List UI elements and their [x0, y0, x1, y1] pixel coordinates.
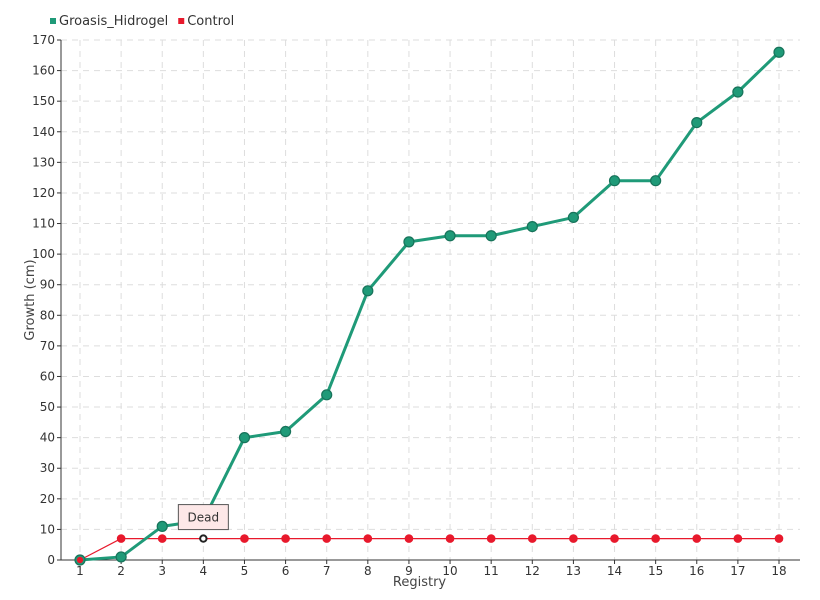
- tooltip-text: Dead: [188, 511, 220, 525]
- y-axis-title: Growth (cm): [23, 259, 38, 340]
- y-tick-label: 60: [40, 369, 55, 383]
- point-control[interactable]: [445, 534, 455, 543]
- point-control[interactable]: [569, 534, 578, 543]
- tooltip-box: [177, 504, 229, 531]
- point-control[interactable]: [76, 556, 84, 564]
- legend-label-groasis[interactable]: Groasis_Hidrogel: [59, 14, 168, 29]
- y-tick-label: 50: [40, 400, 55, 414]
- point-groasis[interactable]: [526, 220, 538, 233]
- point-control[interactable]: [157, 534, 167, 543]
- point-groasis[interactable]: [321, 389, 333, 401]
- x-tick-label: 9: [405, 564, 413, 578]
- point-groasis[interactable]: [608, 175, 621, 187]
- point-groasis[interactable]: [485, 230, 497, 242]
- x-tick-label: 10: [442, 564, 457, 578]
- point-control[interactable]: [733, 534, 743, 543]
- point-control[interactable]: [486, 534, 496, 543]
- point-groasis[interactable]: [279, 425, 292, 438]
- y-tick-label: 100: [32, 247, 55, 261]
- y-tick-label: 170: [32, 33, 55, 47]
- point-groasis[interactable]: [444, 230, 456, 242]
- point-control[interactable]: [527, 534, 537, 543]
- grid: [61, 39, 800, 560]
- series-line-groasis: [79, 51, 781, 562]
- point-control[interactable]: [363, 534, 373, 543]
- x-axis-ticks: 1 2 3 4 5 6 7 8 9 10 11 12 13 14 15 16 17 18: [76, 560, 787, 578]
- legend-swatch-groasis: [50, 18, 56, 24]
- point-control[interactable]: [240, 534, 249, 543]
- x-tick-label: 7: [323, 564, 331, 578]
- point-control[interactable]: [651, 534, 660, 543]
- y-tick-label: 70: [40, 339, 55, 353]
- point-groasis[interactable]: [650, 175, 662, 187]
- y-tick-label: 90: [40, 278, 55, 292]
- y-tick-label: 160: [32, 64, 55, 78]
- point-control[interactable]: [774, 534, 784, 543]
- y-axis-ticks: 0 10 20 30 40 50 60 70 80 90 100 110 120 130 140 150 160…: [32, 33, 61, 567]
- y-tick-label: 110: [32, 217, 55, 231]
- point-groasis[interactable]: [732, 86, 744, 98]
- x-tick-label: 15: [648, 564, 663, 578]
- x-tick-label: 5: [241, 564, 249, 578]
- series-layer: [74, 46, 785, 566]
- y-tick-label: 10: [40, 522, 55, 536]
- x-tick-label: 13: [566, 564, 581, 578]
- tooltip: Dead: [177, 504, 229, 531]
- y-tick-label: 0: [47, 553, 55, 567]
- x-tick-label: 4: [200, 564, 208, 578]
- point-control[interactable]: [281, 534, 290, 543]
- legend-label-control[interactable]: Control: [187, 14, 234, 29]
- axes: [60, 40, 800, 561]
- y-tick-label: 120: [32, 186, 55, 200]
- y-tick-label: 80: [40, 308, 55, 322]
- point-control[interactable]: [692, 534, 702, 543]
- point-groasis[interactable]: [773, 46, 785, 58]
- x-tick-label: 18: [771, 564, 786, 578]
- point-groasis[interactable]: [156, 520, 168, 532]
- point-groasis[interactable]: [567, 211, 580, 224]
- y-tick-label: 20: [40, 492, 55, 506]
- x-tick-label: 2: [117, 564, 125, 578]
- y-tick-label: 40: [40, 431, 55, 445]
- point-groasis[interactable]: [238, 432, 251, 444]
- y-tick-label: 130: [32, 155, 55, 169]
- point-control[interactable]: [116, 534, 126, 543]
- x-tick-label: 8: [364, 564, 372, 578]
- x-tick-label: 16: [689, 564, 704, 578]
- y-tick-label: 150: [32, 94, 55, 108]
- point-groasis[interactable]: [403, 236, 415, 248]
- x-tick-label: 3: [158, 564, 166, 578]
- point-groasis[interactable]: [115, 551, 127, 563]
- x-axis-title: Registry: [393, 575, 447, 590]
- series-line-control: [79, 537, 779, 561]
- x-tick-label: 12: [525, 564, 540, 578]
- x-tick-label: 6: [282, 564, 290, 578]
- x-tick-label: 17: [730, 564, 745, 578]
- x-tick-label: 14: [607, 564, 622, 578]
- point-groasis[interactable]: [362, 285, 374, 297]
- point-control[interactable]: [404, 534, 414, 543]
- point-control[interactable]: [322, 534, 332, 543]
- point-groasis[interactable]: [691, 116, 703, 129]
- legend-swatch-control: [178, 18, 185, 24]
- y-tick-label: 30: [40, 461, 55, 475]
- y-tick-label: 140: [32, 125, 55, 139]
- x-tick-label: 1: [76, 564, 84, 578]
- point-control[interactable]: [199, 534, 208, 543]
- legend: Groasis_Hidrogel Control: [50, 14, 234, 29]
- point-control[interactable]: [610, 534, 619, 543]
- x-tick-label: 11: [484, 564, 499, 578]
